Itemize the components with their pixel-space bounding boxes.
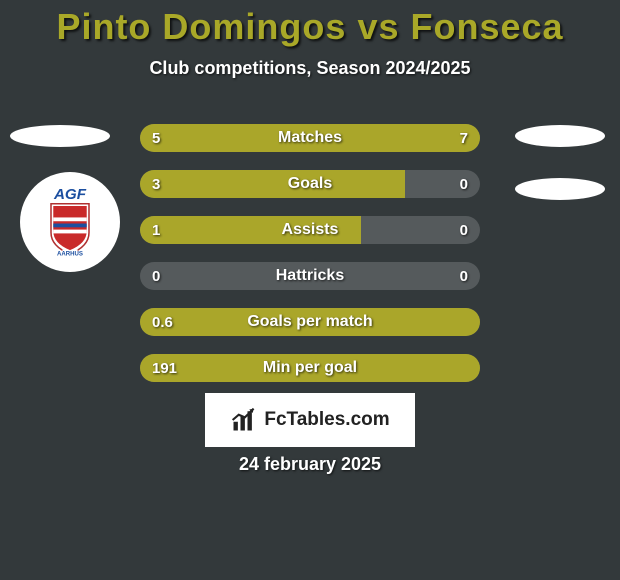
brand-watermark: FcTables.com <box>205 393 415 447</box>
stat-label: Goals <box>140 170 480 198</box>
brand-text: FcTables.com <box>264 409 389 431</box>
subtitle: Club competitions, Season 2024/2025 <box>0 58 620 79</box>
stat-row: 191Min per goal <box>140 354 480 382</box>
stat-row: 0.6Goals per match <box>140 308 480 336</box>
brand-chart-icon <box>230 406 258 434</box>
club-badge-right-placeholder <box>515 178 605 200</box>
stat-label: Matches <box>140 124 480 152</box>
title-player-right: Fonseca <box>411 6 564 47</box>
title-vs: vs <box>357 6 399 47</box>
svg-text:AARHUS: AARHUS <box>57 250 83 257</box>
stat-label: Hattricks <box>140 262 480 290</box>
stat-label: Assists <box>140 216 480 244</box>
stat-row: 00Hattricks <box>140 262 480 290</box>
svg-text:AGF: AGF <box>53 186 87 203</box>
player-photo-right-placeholder <box>515 125 605 147</box>
stat-row: 10Assists <box>140 216 480 244</box>
page-title: Pinto Domingos vs Fonseca <box>0 0 620 48</box>
title-player-left: Pinto Domingos <box>56 6 346 47</box>
stat-label: Goals per match <box>140 308 480 336</box>
stat-row: 57Matches <box>140 124 480 152</box>
stat-row: 30Goals <box>140 170 480 198</box>
comparison-bars: 57Matches 30Goals 10Assists 00Hattricks 0.6G… <box>140 124 480 400</box>
club-crest-icon: AGF AARHUS <box>32 184 108 260</box>
club-badge-left: AGF AARHUS <box>20 172 120 272</box>
stat-label: Min per goal <box>140 354 480 382</box>
date-text: 24 february 2025 <box>0 454 620 475</box>
player-photo-left-placeholder <box>10 125 110 147</box>
